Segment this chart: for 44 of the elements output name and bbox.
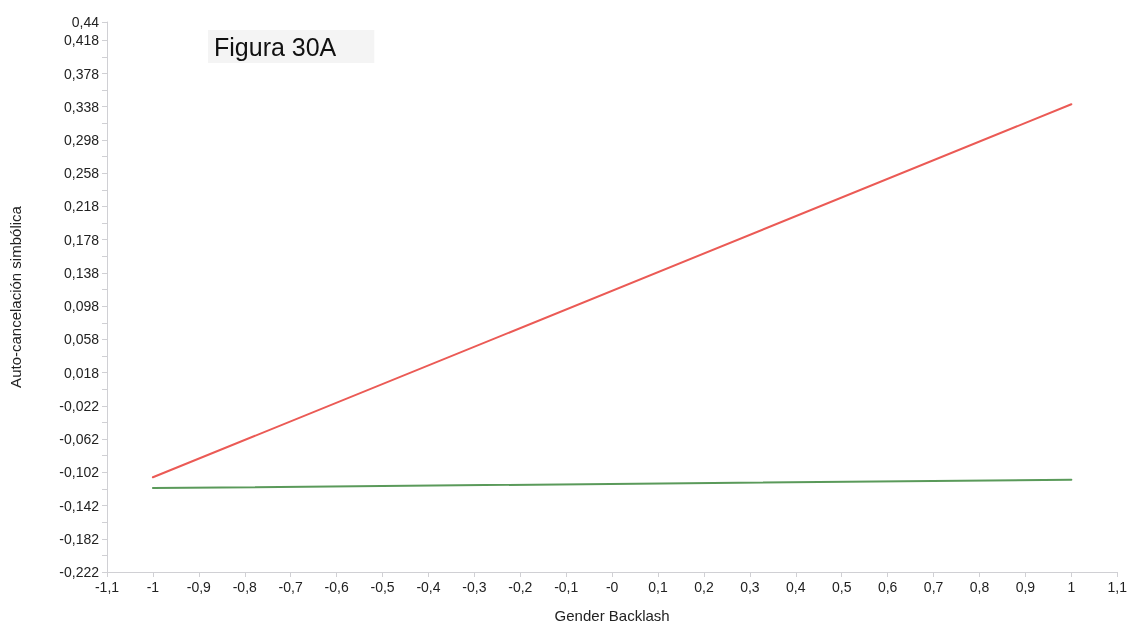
y-tick-label: 0,178 (63, 231, 100, 248)
x-tick-label: 0,6 (877, 579, 898, 595)
x-tick-label: -0,6 (324, 579, 349, 595)
y-tick-label: 0,098 (63, 298, 100, 315)
y-tick-label: 0,058 (63, 331, 100, 348)
y-tick-label: -0,022 (59, 397, 100, 414)
x-tick-label: 0,4 (786, 579, 806, 595)
x-tick-label: -0,4 (416, 579, 441, 595)
y-tick-label: -0,142 (59, 497, 100, 514)
x-tick-label: -0,7 (278, 579, 303, 595)
y-tick-label: 0,138 (63, 264, 100, 281)
y-tick-label: 0,258 (63, 165, 100, 182)
chart-title: Figura 30A (214, 32, 337, 61)
x-tick-label: 1 (1067, 579, 1076, 595)
y-tick-label: 0,338 (63, 98, 100, 115)
x-tick-label: -0,9 (186, 579, 212, 595)
y-tick-label: -0,102 (59, 464, 100, 481)
y-tick-label: -0,182 (59, 530, 100, 547)
x-tick-label: -1 (146, 579, 160, 595)
x-tick-label: 0,8 (969, 579, 990, 595)
y-tick-label: 0,218 (63, 198, 100, 215)
x-tick-label: -0,2 (508, 579, 533, 595)
y-tick-label: -0,062 (59, 431, 100, 448)
x-tick-label: 1,1 (1107, 579, 1128, 595)
y-tick-label: -0,222 (59, 564, 100, 580)
x-tick-label: -0,5 (370, 579, 395, 595)
x-tick-label: 0,2 (694, 579, 714, 595)
y-axis-title: Auto-cancelación simbólica (7, 205, 24, 388)
x-tick-label: -0,1 (554, 579, 579, 595)
y-tick-label: 0,418 (63, 32, 100, 49)
x-tick-label: -0,3 (462, 579, 487, 595)
x-tick-label: 0,9 (1015, 579, 1036, 595)
x-tick-label: 0,5 (832, 579, 852, 595)
x-tick-label: -1,1 (94, 579, 120, 595)
y-tick-label: 0,44 (71, 14, 100, 30)
x-tick-label: 0,1 (648, 579, 668, 595)
y-tick-label: 0,298 (63, 131, 100, 148)
x-tick-label: 0,3 (740, 579, 760, 595)
x-tick-label: -0 (605, 579, 619, 595)
x-tick-label: -0,8 (232, 579, 258, 595)
y-tick-label: 0,018 (63, 364, 100, 381)
x-tick-label: 0,7 (923, 579, 944, 595)
y-tick-label: 0,378 (63, 65, 100, 82)
x-axis-title: Gender Backlash (554, 607, 670, 624)
